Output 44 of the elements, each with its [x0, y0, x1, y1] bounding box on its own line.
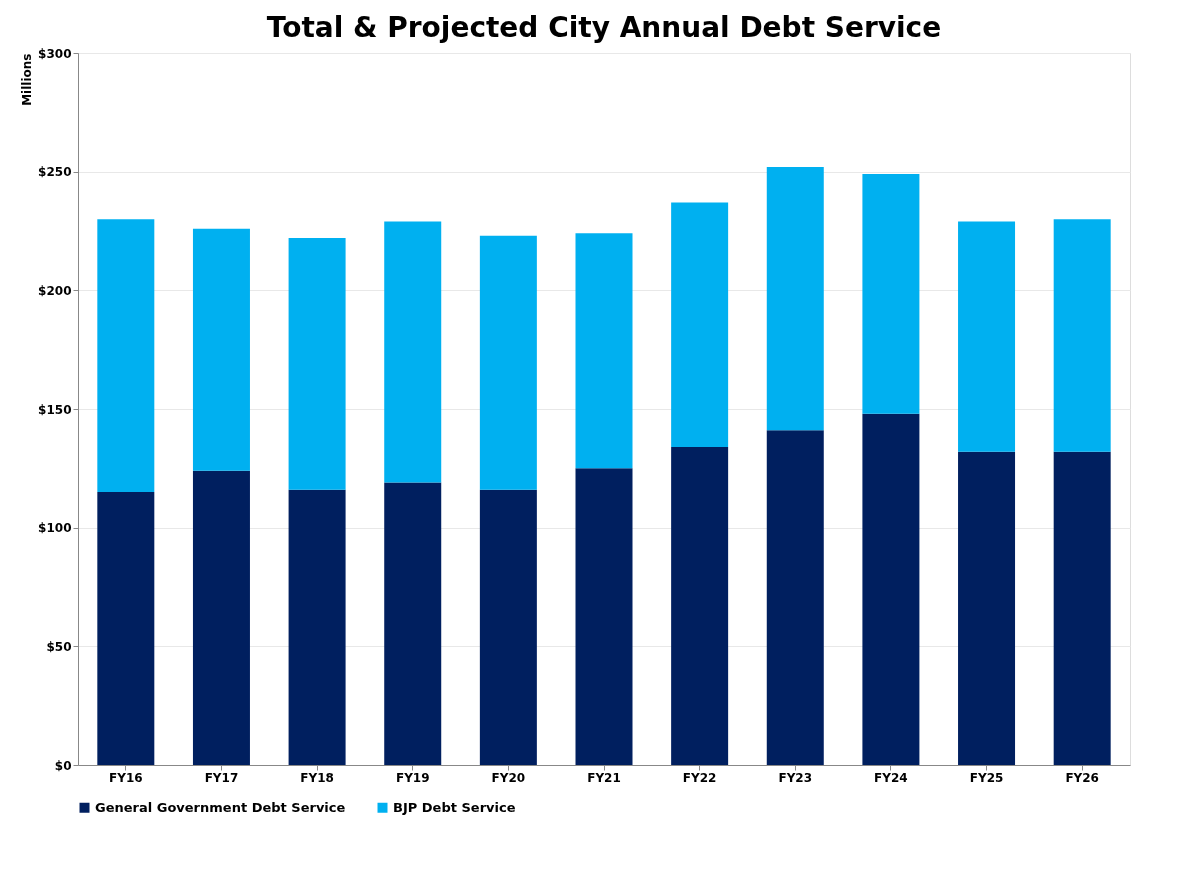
- y-tick-label: $100: [38, 521, 72, 536]
- bar: [862, 413, 920, 765]
- bar: [384, 221, 442, 483]
- x-tick-label: FY17: [204, 770, 239, 785]
- bar: [958, 221, 1016, 452]
- bar: [192, 470, 250, 765]
- x-tick-label: FY19: [395, 770, 430, 785]
- y-tick-label: $0: [54, 758, 72, 773]
- y-tick-label: $150: [38, 402, 72, 417]
- x-tick-label: FY23: [778, 770, 813, 785]
- bar: [766, 166, 824, 431]
- bar: [479, 235, 537, 490]
- bar: [862, 174, 920, 414]
- x-tick-label: FY25: [969, 770, 1004, 785]
- bar: [575, 468, 633, 765]
- bar: [288, 489, 346, 765]
- bar: [192, 228, 250, 471]
- y-tick-label: $300: [38, 46, 72, 61]
- x-tick-label: FY22: [682, 770, 717, 785]
- bar: [671, 446, 729, 765]
- x-tick-label: FY21: [587, 770, 621, 785]
- x-tick-label: FY16: [109, 770, 143, 785]
- bar: [384, 482, 442, 765]
- bar: [1053, 451, 1111, 765]
- x-tick-label: FY20: [491, 770, 526, 785]
- x-tick-label: FY26: [1065, 770, 1099, 785]
- bar: [671, 202, 729, 447]
- bar: [1053, 219, 1111, 452]
- bar: [766, 430, 824, 765]
- y-tick-label: $250: [38, 165, 72, 180]
- y-tick-label: $200: [38, 283, 72, 298]
- y-axis-title: Millions: [20, 53, 35, 106]
- bar: [97, 219, 155, 493]
- x-tick-label: FY18: [300, 770, 334, 785]
- legend-label: General Government Debt Service: [95, 799, 346, 815]
- bar: [288, 238, 346, 490]
- legend-label: BJP Debt Service: [393, 799, 516, 815]
- x-tick-label: FY24: [874, 770, 908, 785]
- bar: [958, 451, 1016, 765]
- bar: [575, 233, 633, 469]
- bar: [479, 489, 537, 765]
- y-tick-label: $50: [46, 639, 72, 654]
- chart-title: Total & Projected City Annual Debt Service: [266, 11, 942, 44]
- bar: [97, 492, 155, 765]
